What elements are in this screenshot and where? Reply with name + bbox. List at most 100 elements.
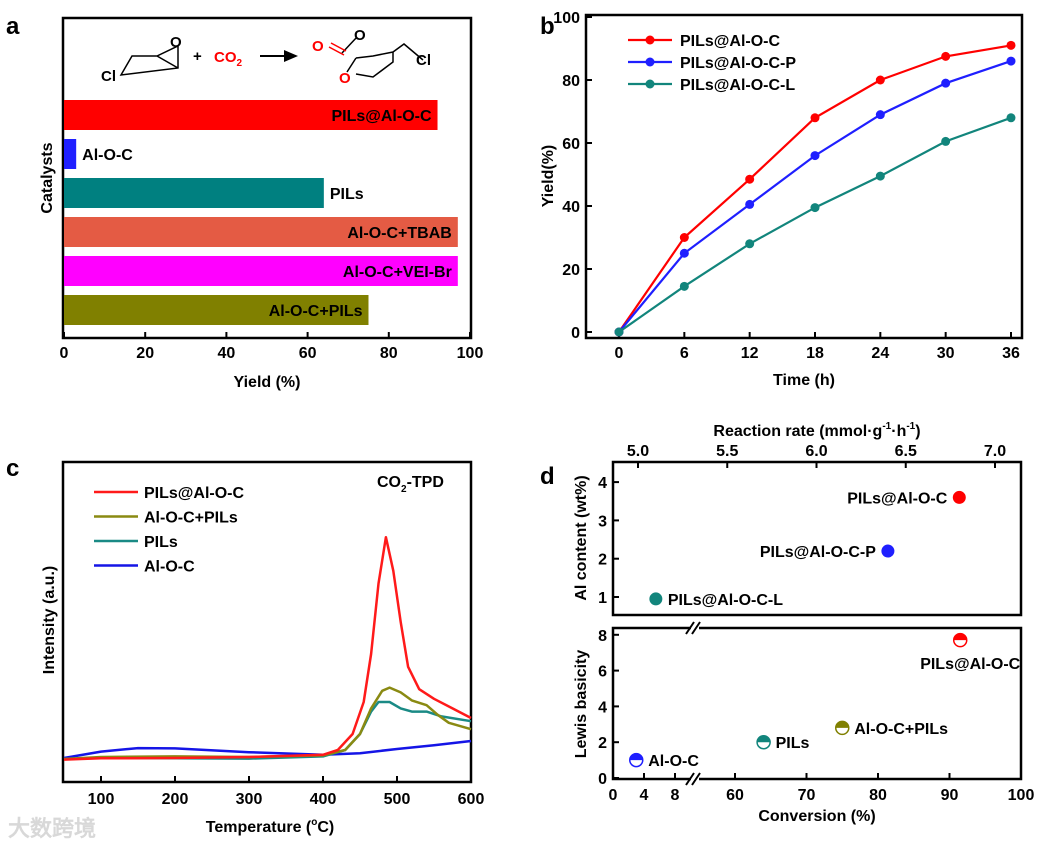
annotation-end: -TPD: [407, 474, 444, 491]
bar-label: Al-O-C+PILs: [269, 303, 363, 320]
point-label: Al-O-C+PILs: [854, 721, 948, 738]
legend-marker: [645, 57, 655, 67]
data-point-PILs@Al-O-C: [810, 113, 820, 123]
data-point-PILs@Al-O-C-P: [679, 248, 689, 258]
atom-label: O: [339, 70, 351, 87]
superscript: -1: [906, 421, 915, 432]
top-y-tick-label: 2: [598, 552, 607, 569]
x-tick-label: 300: [236, 791, 263, 808]
bottom-y-axis-label: Lewis basicity: [573, 650, 590, 759]
atom-label: O: [170, 34, 182, 51]
data-point-PILs@Al-O-C-P: [1006, 56, 1016, 66]
bottom-x-tick-label: 90: [941, 787, 959, 804]
bottom-x-tick-label: 4: [640, 787, 649, 804]
legend-label: PILs: [144, 534, 178, 551]
x-tick-label: 12: [741, 345, 759, 362]
bottom-x-axis-label: Conversion (%): [758, 808, 875, 825]
data-point-PILs@Al-O-C: [875, 75, 885, 85]
superscript: o: [311, 817, 317, 828]
bar-label: PILs@Al-O-C: [331, 108, 431, 125]
x-tick-label: 0: [60, 345, 69, 362]
data-point-PILs@Al-O-C-L: [810, 203, 820, 213]
axis-label-part: ): [915, 423, 920, 440]
bar-label: Al-O-C+TBAB: [347, 225, 451, 242]
x-tick-label: 60: [299, 345, 317, 362]
arrow-head: [284, 50, 298, 62]
legend-label: PILs@Al-O-C-L: [680, 77, 795, 94]
axis-label-text: Reaction rate (mmol·g: [713, 423, 882, 440]
data-point-PILs@Al-O-C: [679, 233, 689, 242]
bottom-x-tick-label: 70: [798, 787, 816, 804]
plot-frame: [61, 460, 473, 784]
x-axis-label: Temperature (oC): [206, 817, 335, 836]
bottom-y-tick-label: 8: [598, 628, 607, 645]
x-tick-label: 30: [937, 345, 955, 362]
data-point-PILs@Al-O-C-L: [875, 171, 885, 181]
y-tick-label: 0: [571, 325, 580, 342]
panel-c-tpd-chart: 100 200 300 400 500 600 Temperature (oC) Intens…: [41, 460, 485, 836]
data-point-PILs@Al-O-C-L: [614, 327, 624, 337]
legend-marker: [645, 79, 655, 89]
top-x-tick-label: 7.0: [984, 443, 1006, 460]
x-tick-label: 100: [457, 345, 484, 362]
subscript: 2: [237, 58, 243, 69]
co2-label: CO2: [214, 49, 243, 69]
panel-a-bar-chart: 0 20 40 60 80 100 Yield (%) Catalysts PILs@Al-O-…: [39, 16, 484, 391]
point-label: PILs: [776, 735, 810, 752]
panel-label-b: b: [540, 13, 555, 40]
axis-label-part: ·h: [891, 423, 906, 440]
bottom-x-tick-label: 8: [671, 787, 680, 804]
x-tick-label: 600: [458, 791, 485, 808]
bar-al-o-c: [64, 139, 77, 169]
axis-label-end: C): [317, 819, 334, 836]
data-point-PILs@Al-O-C-P: [810, 151, 820, 161]
legend-marker: [645, 35, 655, 45]
half-filled-marker: [629, 753, 643, 761]
panel-label-d: d: [540, 463, 555, 490]
bottom-y-tick-label: 4: [598, 699, 607, 716]
half-filled-marker: [835, 721, 849, 728]
series-line-PILs@Al-O-C: [618, 44, 1012, 333]
top-x-tick-label: 6.5: [895, 443, 917, 460]
legend-label: Al-O-C: [144, 559, 195, 576]
y-tick-label: 60: [562, 136, 580, 153]
scatter-point-PILs@Al-O-C: [952, 490, 966, 504]
y-axis-label: Intensity (a.u.): [41, 566, 58, 674]
x-tick-label: 24: [871, 345, 889, 362]
data-point-PILs@Al-O-C: [1006, 40, 1016, 50]
atom-label: O: [354, 27, 366, 44]
y-tick-label: 80: [562, 73, 580, 90]
annotation-text: CO: [377, 474, 401, 491]
top-x-axis-label: Reaction rate (mmol·g-1·h-1): [713, 421, 920, 440]
data-point-PILs@Al-O-C-P: [941, 78, 951, 88]
x-tick-label: 500: [384, 791, 411, 808]
top-y-tick-label: 1: [598, 590, 607, 607]
bottom-x-tick-label: 100: [1008, 787, 1035, 804]
half-filled-marker: [757, 735, 771, 743]
top-x-tick-label: 5.5: [716, 443, 738, 460]
x-axis-label: Time (h): [773, 372, 835, 389]
top-y-axis-label: Al content (wt%): [573, 475, 590, 600]
bar-al-o-c-vei-br: [64, 256, 458, 286]
point-label: Al-O-C: [648, 753, 699, 770]
x-tick-label: 400: [310, 791, 337, 808]
point-label: PILs@Al-O-C-L: [668, 592, 783, 609]
data-point-PILs@Al-O-C-L: [1006, 113, 1016, 123]
series-line-PILs@Al-O-C-L: [618, 116, 1012, 333]
x-tick-label: 100: [88, 791, 115, 808]
x-tick-label: 20: [136, 345, 154, 362]
point-label: PILs@Al-O-C: [847, 490, 947, 507]
axis-break-icon: [685, 772, 701, 786]
top-y-tick-label: 3: [598, 513, 607, 530]
data-point-PILs@Al-O-C: [745, 174, 755, 184]
panel-b-line-chart: 0 6 12 18 24 30 36 0 20 40 60 80 100 Time (h) Yield(%)…: [540, 10, 1024, 389]
series-line-PILs@Al-O-C: [63, 535, 472, 761]
data-point-PILs@Al-O-C-L: [941, 136, 951, 146]
half-filled-marker: [953, 633, 967, 641]
x-tick-label: 0: [615, 345, 624, 362]
y-tick-label: 20: [562, 262, 580, 279]
y-axis-label: Catalysts: [39, 142, 56, 213]
legend-label: PILs@Al-O-C-P: [680, 55, 796, 72]
watermark: 大数跨境: [8, 816, 96, 841]
